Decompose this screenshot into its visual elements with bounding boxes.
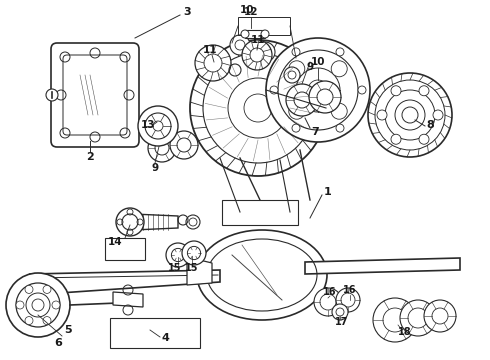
Text: 1: 1 <box>324 187 332 197</box>
Circle shape <box>120 52 130 62</box>
Text: 14: 14 <box>108 237 122 247</box>
Polygon shape <box>305 258 460 274</box>
Text: 9: 9 <box>306 62 314 72</box>
Circle shape <box>190 40 326 176</box>
Circle shape <box>25 316 33 325</box>
Text: 11: 11 <box>203 45 217 55</box>
Circle shape <box>373 298 417 342</box>
FancyBboxPatch shape <box>51 43 139 147</box>
Circle shape <box>336 124 344 132</box>
Text: 10: 10 <box>311 57 325 67</box>
Circle shape <box>331 61 347 77</box>
Circle shape <box>255 42 275 62</box>
Circle shape <box>195 45 231 81</box>
Circle shape <box>391 134 401 144</box>
Circle shape <box>292 124 300 132</box>
Polygon shape <box>133 214 178 230</box>
Circle shape <box>52 301 60 309</box>
Circle shape <box>182 241 206 265</box>
Circle shape <box>266 38 370 142</box>
Circle shape <box>6 273 70 337</box>
Circle shape <box>331 103 347 119</box>
Circle shape <box>332 304 348 320</box>
Circle shape <box>43 285 51 293</box>
Circle shape <box>25 285 33 293</box>
Text: 12: 12 <box>244 7 258 17</box>
Circle shape <box>242 40 272 70</box>
Circle shape <box>60 52 70 62</box>
Circle shape <box>289 103 305 119</box>
Circle shape <box>419 86 429 96</box>
Circle shape <box>336 48 344 56</box>
Text: 11: 11 <box>251 35 265 45</box>
Circle shape <box>400 300 436 336</box>
Circle shape <box>60 128 70 138</box>
Text: 2: 2 <box>86 152 94 162</box>
Circle shape <box>46 89 58 101</box>
Circle shape <box>116 208 144 236</box>
Polygon shape <box>187 257 212 285</box>
Circle shape <box>43 316 51 325</box>
Circle shape <box>424 300 456 332</box>
Circle shape <box>241 30 249 38</box>
Circle shape <box>292 48 300 56</box>
Text: 6: 6 <box>54 338 62 348</box>
Ellipse shape <box>197 230 327 320</box>
Text: 15: 15 <box>168 263 182 273</box>
Text: 5: 5 <box>64 325 72 335</box>
Circle shape <box>309 81 341 113</box>
Polygon shape <box>30 270 220 295</box>
Bar <box>245 30 265 38</box>
Circle shape <box>56 90 66 100</box>
Circle shape <box>419 134 429 144</box>
Text: 16: 16 <box>343 285 357 295</box>
Polygon shape <box>113 292 143 307</box>
Text: 16: 16 <box>323 287 337 297</box>
Circle shape <box>377 110 387 120</box>
Text: 3: 3 <box>183 7 191 17</box>
Text: 13: 13 <box>141 120 155 130</box>
Circle shape <box>261 30 269 38</box>
Circle shape <box>368 73 452 157</box>
Circle shape <box>230 35 250 55</box>
Circle shape <box>391 86 401 96</box>
Circle shape <box>148 134 176 162</box>
Circle shape <box>16 301 24 309</box>
Circle shape <box>138 106 178 146</box>
Text: 8: 8 <box>426 120 434 130</box>
Text: 9: 9 <box>151 163 159 173</box>
Circle shape <box>433 110 443 120</box>
Circle shape <box>90 132 100 142</box>
Circle shape <box>314 288 342 316</box>
Text: 10: 10 <box>240 5 254 15</box>
Text: 15: 15 <box>185 263 199 273</box>
Circle shape <box>124 90 134 100</box>
Circle shape <box>358 86 366 94</box>
Circle shape <box>289 61 305 77</box>
Text: 18: 18 <box>398 327 412 337</box>
Circle shape <box>336 288 360 312</box>
Circle shape <box>284 67 300 83</box>
Circle shape <box>120 128 130 138</box>
Text: 7: 7 <box>311 127 319 137</box>
Circle shape <box>270 86 278 94</box>
Circle shape <box>286 84 318 116</box>
Text: 4: 4 <box>161 333 169 343</box>
Text: 17: 17 <box>335 317 349 327</box>
Circle shape <box>166 243 190 267</box>
Circle shape <box>170 131 198 159</box>
Circle shape <box>90 48 100 58</box>
